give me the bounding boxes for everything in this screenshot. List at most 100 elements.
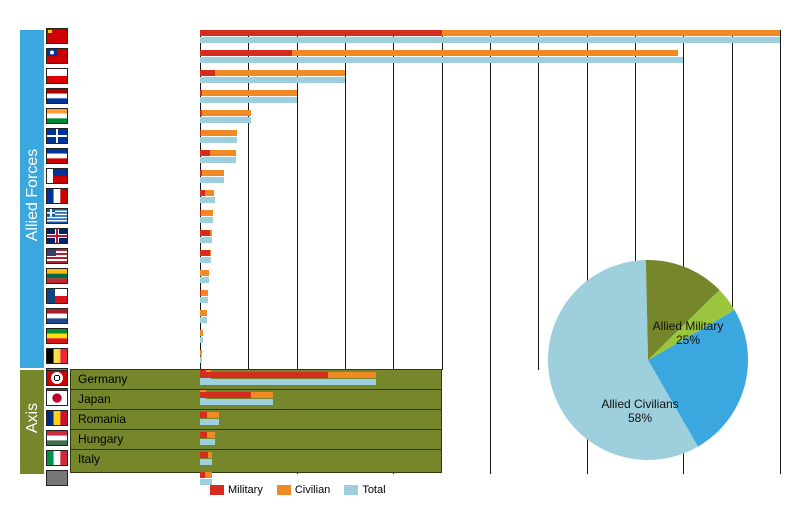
bar-total xyxy=(200,57,683,63)
flag-be xyxy=(46,348,68,364)
flag-su xyxy=(46,28,68,44)
gridline xyxy=(780,30,781,474)
bar-total xyxy=(200,357,202,363)
country-label: Italy xyxy=(78,452,100,466)
flag-fic xyxy=(46,128,68,144)
flag-fr xyxy=(46,188,68,204)
legend-label: Total xyxy=(362,484,385,496)
legend-swatch xyxy=(277,485,291,495)
bar-civilian xyxy=(251,392,273,398)
flag-us xyxy=(46,248,68,264)
bar-military xyxy=(200,30,442,36)
bar-civilian xyxy=(442,30,780,36)
bar-total xyxy=(200,337,203,343)
bar-military xyxy=(200,432,207,438)
bar-civilian xyxy=(202,90,296,96)
bar-military xyxy=(200,392,251,398)
country-label: Japan xyxy=(78,392,111,406)
bar-total xyxy=(200,37,780,43)
bar-total xyxy=(200,237,212,243)
bar-civilian xyxy=(201,290,208,296)
bar-civilian xyxy=(202,110,250,116)
bar-military xyxy=(200,412,207,418)
flag-ro xyxy=(46,410,68,426)
flag-de xyxy=(46,370,68,386)
bar-total xyxy=(200,157,236,163)
bar-civilian xyxy=(328,372,376,378)
bar-civilian xyxy=(205,472,212,478)
legend-swatch xyxy=(344,485,358,495)
bar-military xyxy=(200,70,215,76)
bar-civilian xyxy=(208,452,212,458)
flag-other2 xyxy=(46,470,68,486)
axis-row-backdrop xyxy=(70,449,442,473)
legend-item: Total xyxy=(344,484,385,496)
bar-military xyxy=(200,50,292,56)
bar-civilian xyxy=(201,210,213,216)
bar-civilian xyxy=(292,50,679,56)
flag-ph xyxy=(46,168,68,184)
legend-item: Civilian xyxy=(277,484,330,496)
country-label: Romania xyxy=(78,412,126,426)
bar-military xyxy=(200,452,208,458)
legend-item: Military xyxy=(210,484,263,496)
bar-civilian xyxy=(207,412,219,418)
bar-total xyxy=(200,197,215,203)
bar-civilian xyxy=(200,270,208,276)
legend-swatch xyxy=(210,485,224,495)
bar-total xyxy=(200,399,273,405)
bar-total xyxy=(200,297,208,303)
flag-et xyxy=(46,328,68,344)
bar-total xyxy=(200,137,237,143)
gridline xyxy=(345,30,346,370)
bar-civilian xyxy=(201,130,237,136)
pie-chart xyxy=(546,258,750,462)
bar-total xyxy=(200,257,211,263)
flag-roc xyxy=(46,48,68,64)
gridline xyxy=(538,30,539,370)
allied-group-label: Allied Forces xyxy=(24,26,42,364)
bar-total xyxy=(200,97,297,103)
bar-total xyxy=(200,459,212,465)
bar-civilian xyxy=(200,350,202,356)
flag-hu xyxy=(46,430,68,446)
bar-civilian xyxy=(215,70,346,76)
legend-label: Military xyxy=(228,484,263,496)
flag-lt xyxy=(46,268,68,284)
bar-civilian xyxy=(205,190,215,196)
bar-total xyxy=(200,419,219,425)
bar-civilian xyxy=(207,432,214,438)
legend-label: Civilian xyxy=(295,484,330,496)
bar-total xyxy=(200,217,213,223)
pie-label: Allied Civilians58% xyxy=(590,398,690,426)
gridline xyxy=(490,30,491,474)
flag-it xyxy=(46,450,68,466)
bar-total xyxy=(200,177,224,183)
bar-civilian xyxy=(210,230,212,236)
bar-military xyxy=(200,250,210,256)
flag-nei xyxy=(46,88,68,104)
flag-nl xyxy=(46,308,68,324)
bar-total xyxy=(200,117,251,123)
flag-uk xyxy=(46,228,68,244)
bar-military xyxy=(200,230,210,236)
bar-military xyxy=(200,150,210,156)
bar-civilian xyxy=(210,150,237,156)
flag-in xyxy=(46,108,68,124)
flag-jp xyxy=(46,390,68,406)
bar-total xyxy=(200,77,345,83)
axis-group-label: Axis xyxy=(24,366,42,470)
pie-label: Allied Military25% xyxy=(638,320,738,348)
bar-civilian xyxy=(202,170,224,176)
bar-total xyxy=(200,277,209,283)
flag-pl xyxy=(46,68,68,84)
bar-military xyxy=(200,372,328,378)
legend: Military Civilian Total xyxy=(210,482,400,500)
flag-yu xyxy=(46,148,68,164)
bar-civilian xyxy=(200,310,207,316)
country-label: Hungary xyxy=(78,432,123,446)
bar-civilian xyxy=(200,330,202,336)
bar-total xyxy=(200,439,215,445)
bar-total xyxy=(200,317,207,323)
gridline xyxy=(442,30,443,370)
